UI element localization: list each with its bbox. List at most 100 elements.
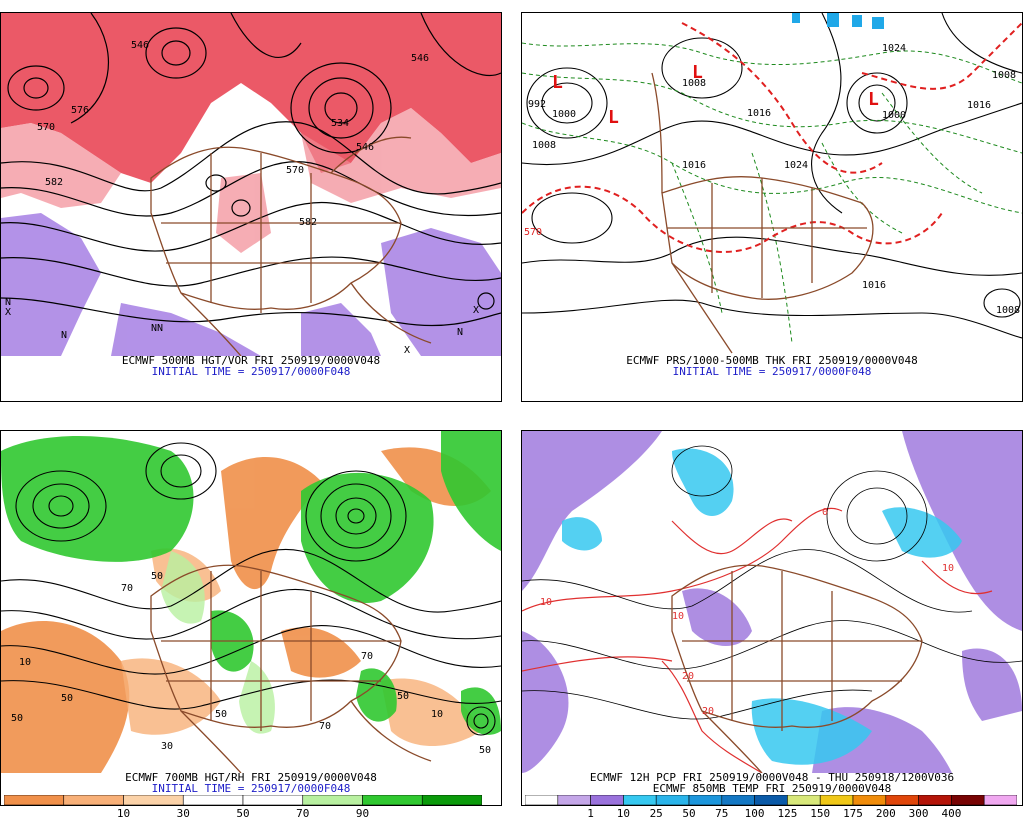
colorbar-swatch bbox=[852, 795, 887, 805]
colorbar-label: 70 bbox=[296, 807, 310, 820]
temperature-label: 20 bbox=[682, 671, 694, 682]
contour-label: 546 bbox=[411, 53, 429, 64]
caption-line2: INITIAL TIME = 250917/0000F048 bbox=[151, 365, 351, 378]
colorbar-swatch bbox=[819, 795, 854, 805]
colorbar-swatch bbox=[182, 795, 244, 805]
colorbar-swatch bbox=[885, 795, 919, 805]
isobar-label: 1024 bbox=[784, 160, 808, 171]
isobar-label: 1008 bbox=[532, 140, 556, 151]
moist-shading bbox=[1, 431, 501, 735]
isobar-label: 1016 bbox=[967, 100, 991, 111]
colorbar-swatch bbox=[302, 795, 363, 805]
rh-label: 70 bbox=[319, 721, 331, 732]
colorbar-swatch bbox=[590, 795, 624, 805]
isobar-labels: 992 1000 1008 1016 1024 1000 1008 1016 1… bbox=[524, 43, 1020, 316]
low-markers: L L L L bbox=[552, 62, 879, 128]
rh-colorbar bbox=[4, 795, 482, 805]
colorbar-swatch bbox=[242, 795, 304, 805]
map-prs-thk: 992 1000 1008 1016 1024 1000 1008 1016 1… bbox=[522, 13, 1022, 356]
colorbar-swatch bbox=[951, 795, 985, 805]
isobar-label: 1000 bbox=[882, 110, 906, 121]
temperature-label: 10 bbox=[672, 611, 684, 622]
extrema-marker: NN bbox=[151, 323, 163, 334]
isobar-label: 1016 bbox=[862, 280, 886, 291]
colorbar-swatch bbox=[63, 795, 124, 805]
rh-label: 50 bbox=[479, 745, 491, 756]
extrema-marker: X bbox=[473, 305, 479, 316]
extrema-marker: N bbox=[457, 327, 463, 338]
colorbar-label: 10 bbox=[116, 807, 131, 820]
rh-label: 50 bbox=[61, 693, 73, 704]
colorbar-label: 125 bbox=[777, 807, 798, 820]
panel-12h-pcp-850-temp: 20 10 10 20 10 0 ECMWF 12H PCP FRI 25091… bbox=[521, 430, 1023, 820]
colorbar-label: 1 bbox=[587, 807, 594, 820]
colorbar-swatch bbox=[4, 795, 65, 805]
map-frame: 992 1000 1008 1016 1024 1000 1008 1016 1… bbox=[521, 12, 1023, 402]
colorbar-swatch bbox=[983, 795, 1017, 805]
colorbar-swatch bbox=[655, 795, 690, 805]
caption-line1: ECMWF 12H PCP FRI 250919/0000V048 - THU … bbox=[589, 771, 955, 784]
light-precip-shading bbox=[522, 431, 1022, 773]
temperature-label: 20 bbox=[702, 706, 714, 717]
colorbar-label: 30 bbox=[176, 807, 190, 820]
rh-label: 10 bbox=[431, 709, 443, 720]
contour-label: 582 bbox=[45, 177, 63, 188]
caption-line1: ECMWF PRS/1000-500MB THK FRI 250919/0000… bbox=[626, 354, 918, 367]
thickness-lines bbox=[522, 42, 1022, 344]
extrema-marker: X bbox=[5, 307, 11, 318]
contour-label: 582 bbox=[299, 217, 317, 228]
extrema-marker: X bbox=[404, 345, 410, 356]
rh-label: 50 bbox=[397, 691, 409, 702]
map-700mb: 50 70 10 50 50 30 50 70 50 10 50 70 bbox=[1, 431, 501, 773]
contour-label: 546 bbox=[356, 142, 374, 153]
extrema-marker: N bbox=[5, 297, 11, 308]
rh-label: 50 bbox=[215, 709, 227, 720]
map-frame: 50 70 10 50 50 30 50 70 50 10 50 70 ECMW… bbox=[0, 430, 502, 806]
panel-prs-thk: 992 1000 1008 1016 1024 1000 1008 1016 1… bbox=[521, 12, 1023, 402]
caption-line2: ECMWF 850MB TEMP FRI 250919/0000V048 bbox=[652, 782, 892, 795]
rh-labels: 50 70 10 50 50 30 50 70 50 10 50 70 bbox=[11, 571, 491, 756]
extrema-markers: N X N NN X N X bbox=[5, 297, 479, 356]
colorbar-label: 175 bbox=[843, 807, 863, 820]
contour-label: 570 bbox=[286, 165, 304, 176]
thickness-label: 570 bbox=[524, 227, 542, 238]
snow-marker-cluster bbox=[792, 13, 884, 29]
rh-label: 70 bbox=[121, 583, 133, 594]
panel-500mb-hgt-vor: 546 570 582 546 570 534 546 582 576 N X … bbox=[0, 12, 502, 402]
colorbar-swatch bbox=[787, 795, 821, 805]
colorbar-swatch bbox=[362, 795, 423, 805]
temperature-label: 10 bbox=[540, 597, 552, 608]
height-contours bbox=[1, 13, 501, 327]
rh-label: 10 bbox=[19, 657, 31, 668]
isobar-label: 1008 bbox=[996, 305, 1020, 316]
mid-precip-shading bbox=[562, 448, 962, 765]
isobar-label: 1024 bbox=[882, 43, 906, 54]
rh-label: 30 bbox=[161, 741, 173, 752]
isobar-label: 992 bbox=[528, 99, 546, 110]
caption-line2: INITIAL TIME = 250917/0000F048 bbox=[672, 365, 872, 378]
colorbar-label: 25 bbox=[649, 807, 663, 820]
caption-line2: INITIAL TIME = 250917/0000F048 bbox=[151, 782, 351, 795]
rh-label: 70 bbox=[361, 651, 373, 662]
colorbar-label: 400 bbox=[941, 807, 962, 820]
contour-label: 576 bbox=[71, 105, 89, 116]
colorbar-swatch bbox=[421, 795, 482, 805]
colorbar-label: 75 bbox=[715, 807, 729, 820]
negative-vorticity-shading bbox=[1, 213, 501, 356]
low-pressure-marker: L bbox=[552, 72, 563, 93]
isobars bbox=[522, 13, 1022, 339]
temperature-label: 10 bbox=[942, 563, 954, 574]
temperature-contours bbox=[522, 507, 993, 773]
colorbar-label: 200 bbox=[875, 807, 896, 820]
geography-outlines bbox=[150, 136, 432, 356]
colorbar-swatch bbox=[123, 795, 184, 805]
geography-outlines bbox=[150, 564, 432, 773]
map-pcp: 20 10 10 20 10 0 bbox=[522, 431, 1022, 773]
temperature-labels: 20 10 10 20 10 0 bbox=[540, 507, 954, 717]
colorbar-label: 300 bbox=[908, 807, 929, 820]
geography-outlines bbox=[651, 72, 874, 354]
colorbar-swatch bbox=[557, 795, 591, 805]
colorbar-label: 10 bbox=[616, 807, 631, 820]
colorbar-label: 150 bbox=[810, 807, 831, 820]
colorbar-label: 50 bbox=[682, 807, 696, 820]
